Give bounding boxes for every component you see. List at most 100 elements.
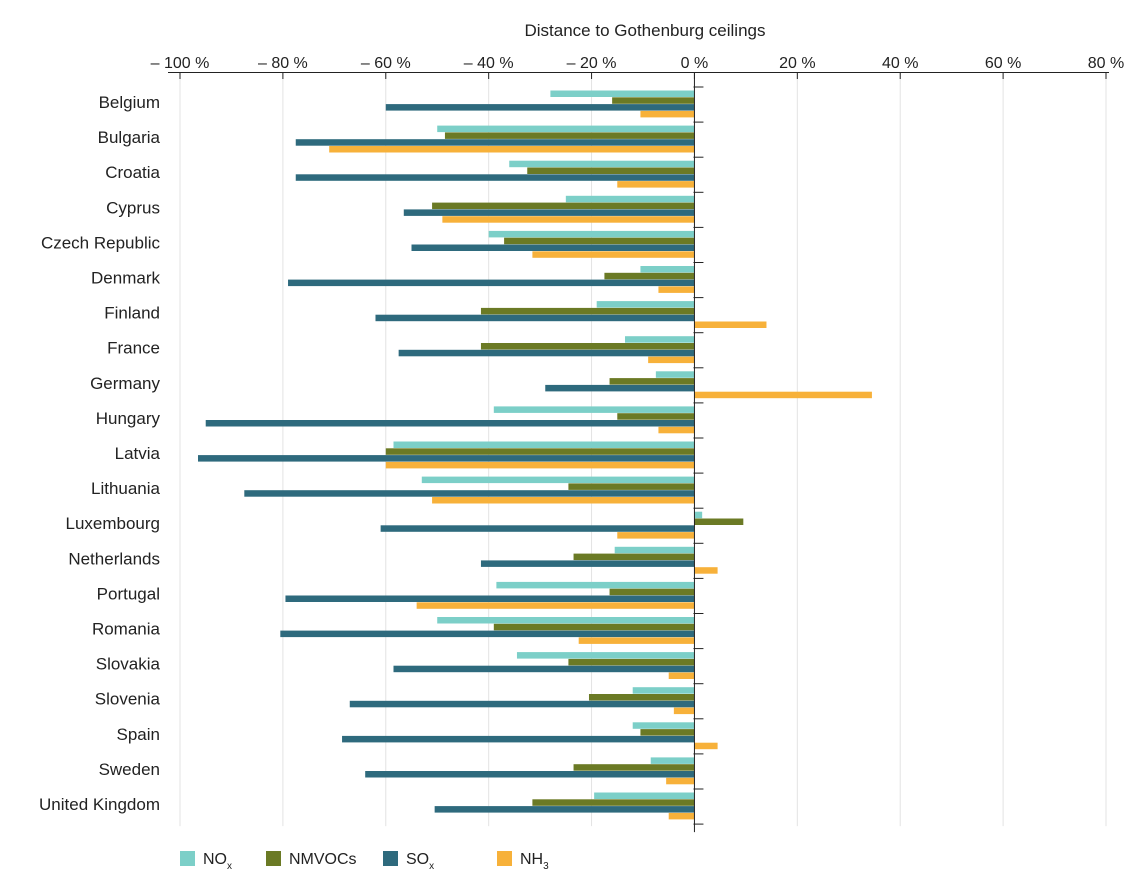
bar-nmvocs bbox=[573, 764, 695, 771]
bar-nh3 bbox=[694, 391, 872, 399]
category-label: Sweden bbox=[99, 760, 160, 779]
bar-sox bbox=[380, 525, 695, 532]
bar-nh3 bbox=[640, 110, 695, 118]
bar-nh3 bbox=[617, 181, 695, 188]
legend-label: NMVOCs bbox=[289, 851, 357, 868]
bar-nox bbox=[516, 652, 695, 659]
bar-sox bbox=[393, 665, 695, 673]
bar-sox bbox=[285, 595, 695, 602]
x-tick-label: – 80 % bbox=[258, 55, 308, 72]
x-tick-label: – 40 % bbox=[464, 55, 514, 72]
legend: NOx NMVOCs SOx NH3 bbox=[180, 851, 549, 871]
category-label: Romania bbox=[92, 620, 161, 639]
bar-nox bbox=[437, 617, 695, 624]
bar-nmvocs bbox=[493, 623, 695, 631]
bar-nmvocs bbox=[532, 799, 695, 806]
bar-sox bbox=[545, 384, 695, 392]
bar-nmvocs bbox=[588, 694, 695, 701]
bar-sox bbox=[198, 455, 695, 462]
bar-nh3 bbox=[668, 672, 695, 679]
bar-nmvocs bbox=[609, 588, 695, 596]
bar-sox bbox=[342, 735, 695, 743]
bar-nmvocs bbox=[568, 658, 695, 666]
category-label: Denmark bbox=[91, 269, 160, 288]
bar-nh3 bbox=[648, 356, 695, 364]
bar-sox bbox=[205, 420, 695, 427]
bar-sox bbox=[244, 490, 695, 497]
category-label: Spain bbox=[117, 725, 160, 744]
x-tick-label: 80 % bbox=[1088, 55, 1124, 72]
bar-nmvocs bbox=[432, 202, 695, 210]
bar-nh3 bbox=[578, 637, 695, 644]
x-tick-label: – 20 % bbox=[567, 55, 617, 72]
category-label: Lithuania bbox=[91, 479, 161, 498]
bar-nox bbox=[624, 336, 695, 343]
x-tick-label: 20 % bbox=[779, 55, 815, 72]
bar-nh3 bbox=[658, 426, 695, 434]
bar-nh3 bbox=[666, 777, 695, 785]
bar-sox bbox=[280, 630, 695, 638]
bar-sox bbox=[434, 806, 695, 813]
category-label: Cyprus bbox=[106, 198, 160, 217]
category-label: Luxembourg bbox=[65, 514, 160, 533]
axes bbox=[168, 72, 1109, 833]
category-label: Czech Republic bbox=[41, 233, 161, 252]
bar-nmvocs bbox=[694, 518, 744, 525]
category-label: France bbox=[107, 339, 160, 358]
bar-nmvocs bbox=[612, 97, 695, 104]
bar-nox bbox=[493, 406, 695, 413]
category-label: Latvia bbox=[115, 444, 161, 463]
bar-nmvocs bbox=[568, 483, 695, 490]
x-tick-label: 40 % bbox=[882, 55, 918, 72]
bar-nmvocs bbox=[527, 167, 695, 174]
bar-nh3 bbox=[694, 321, 767, 328]
bar-nox bbox=[614, 546, 695, 554]
legend-swatch bbox=[266, 851, 281, 866]
bar-nh3 bbox=[673, 707, 695, 715]
bar-nh3 bbox=[668, 812, 695, 820]
category-label: Portugal bbox=[97, 584, 160, 603]
category-label: Bulgaria bbox=[98, 128, 161, 147]
bar-sox bbox=[375, 314, 695, 322]
bar-nox bbox=[594, 792, 695, 799]
x-tick-label: – 100 % bbox=[151, 55, 210, 72]
category-label: Slovenia bbox=[95, 690, 161, 709]
bar-nmvocs bbox=[604, 272, 695, 280]
bar-sox bbox=[411, 244, 695, 251]
bar-sox bbox=[385, 104, 695, 111]
legend-label: SOx bbox=[406, 851, 434, 871]
legend-swatch bbox=[497, 851, 512, 866]
bar-sox bbox=[349, 700, 695, 708]
category-label: Finland bbox=[104, 304, 160, 323]
legend-item: SOx bbox=[383, 851, 434, 871]
category-label: Croatia bbox=[105, 163, 160, 182]
bar-nox bbox=[655, 371, 695, 378]
category-label: Slovakia bbox=[96, 655, 161, 674]
legend-label: NH3 bbox=[520, 851, 549, 871]
legend-swatch bbox=[180, 851, 195, 866]
bar-nox bbox=[488, 230, 695, 238]
category-labels: Belgium Bulgaria Croatia Cyprus Czech Republ… bbox=[39, 93, 161, 814]
bar-nox bbox=[550, 90, 695, 97]
bar-nmvocs bbox=[609, 378, 695, 385]
bar-sox bbox=[295, 139, 695, 146]
bar-nox bbox=[393, 441, 695, 448]
bar-sox bbox=[480, 560, 695, 567]
bar-nox bbox=[694, 511, 703, 519]
bars bbox=[198, 90, 872, 820]
bar-nh3 bbox=[532, 251, 695, 258]
legend-item: NH3 bbox=[497, 851, 549, 871]
bar-nox bbox=[640, 266, 695, 273]
x-tick-label: 0 % bbox=[681, 55, 709, 72]
bar-nox bbox=[632, 687, 695, 694]
bar-nox bbox=[496, 581, 695, 589]
category-label: Hungary bbox=[96, 409, 161, 428]
bar-nmvocs bbox=[573, 553, 695, 561]
legend-swatch bbox=[383, 851, 398, 866]
bar-nh3 bbox=[385, 461, 695, 469]
bar-nox bbox=[437, 125, 695, 133]
bar-nox bbox=[596, 301, 695, 308]
bar-nmvocs bbox=[444, 132, 695, 139]
bar-nh3 bbox=[329, 146, 695, 153]
